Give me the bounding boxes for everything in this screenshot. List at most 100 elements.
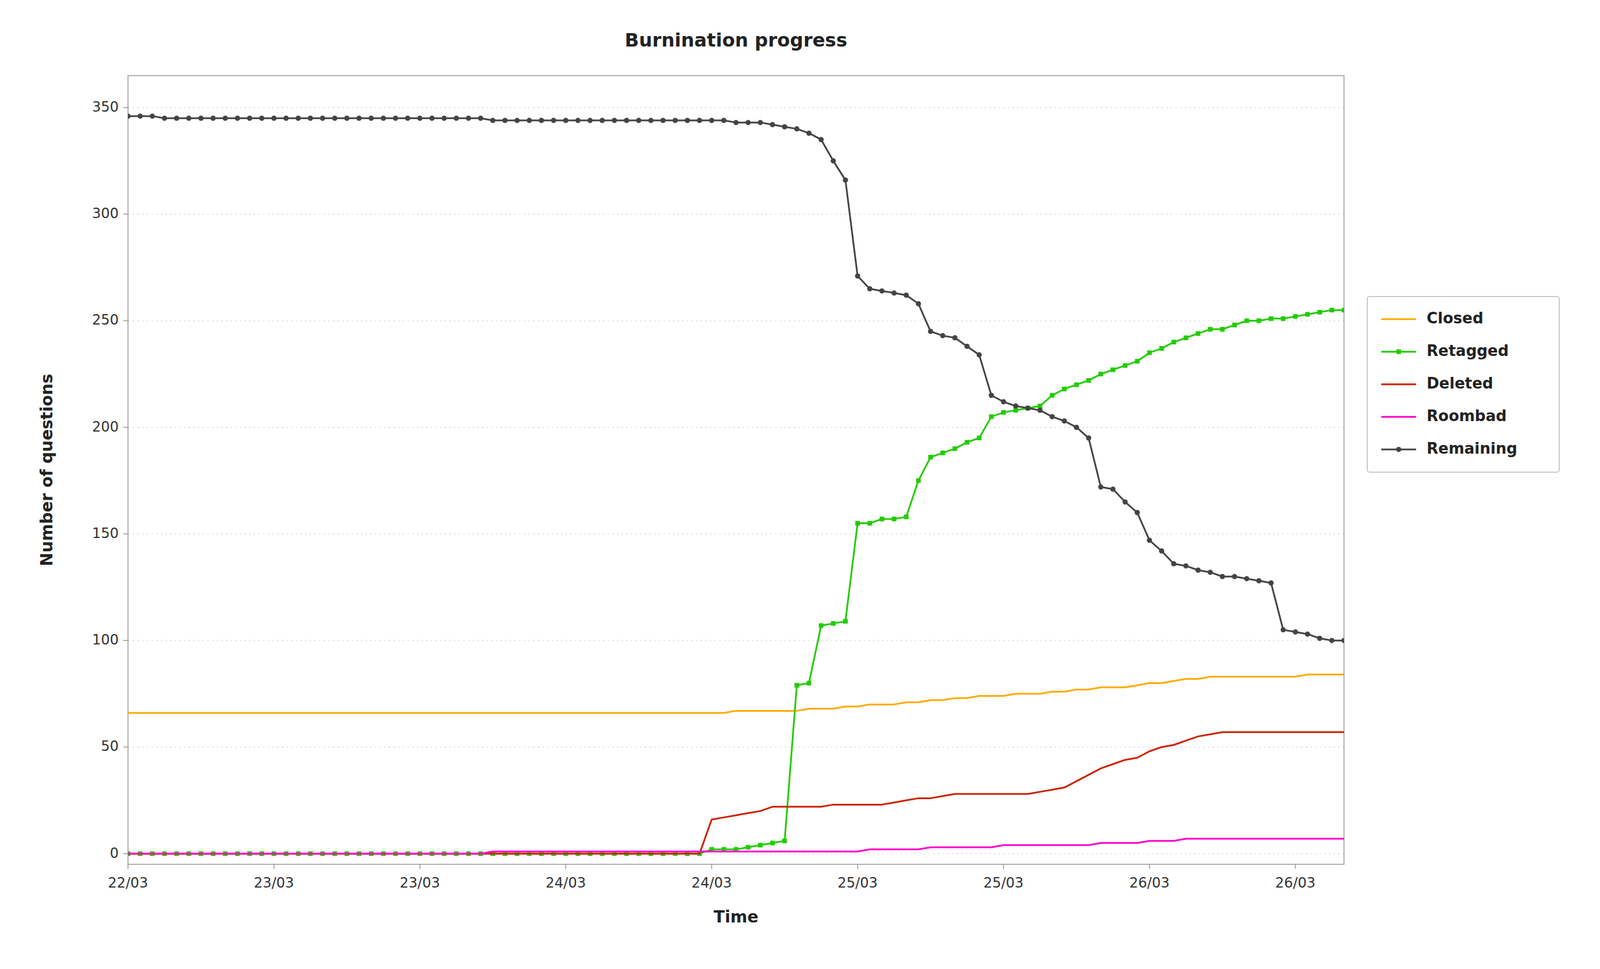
marker [1183,563,1189,569]
marker [855,273,861,279]
marker [794,126,800,132]
marker [612,117,618,123]
marker [1243,576,1250,582]
marker [1341,638,1345,644]
marker [1317,635,1323,642]
marker [879,516,885,522]
x-tick [1003,864,1005,870]
legend-box [1367,296,1560,473]
series-line [128,116,1344,642]
marker [1305,311,1310,317]
marker [210,115,216,122]
marker [1012,403,1019,410]
x-tick [1149,864,1151,870]
marker [1135,358,1140,364]
x-tick [419,864,421,870]
marker [1159,346,1165,351]
y-tick-label: 150 [91,525,119,542]
marker [271,115,277,122]
marker [550,117,557,123]
y-tick-label: 300 [91,205,119,222]
marker [478,115,484,122]
marker [344,115,350,122]
x-tick-label: 23/03 [399,875,440,892]
marker [843,619,848,624]
marker [1231,574,1237,580]
marker [490,117,496,123]
marker [794,683,800,688]
marker [587,117,593,123]
marker [1086,378,1091,383]
legend-swatch [1381,416,1417,418]
marker [843,177,849,183]
series [128,307,1344,857]
marker [721,117,727,123]
marker [964,343,970,350]
marker [368,115,375,122]
x-tick [127,864,129,870]
legend-item: Deleted [1381,374,1493,393]
marker [283,115,289,122]
marker [332,115,338,122]
marker [976,352,983,358]
marker [1171,339,1176,345]
marker [940,450,945,456]
marker [1281,316,1286,322]
series [128,113,1344,644]
grid-line [128,640,1344,642]
marker [137,113,143,119]
marker [563,117,569,123]
marker [660,117,666,123]
marker [235,115,241,122]
marker [128,113,131,119]
marker [1049,393,1055,398]
x-tick [565,864,567,870]
legend-label: Remaining [1426,439,1518,458]
marker [1025,405,1031,411]
y-axis: 050100150200250300350 [91,98,128,862]
marker [1195,331,1201,336]
grid-line [128,213,1344,215]
legend: ClosedRetaggedDeletedRoombadRemaining [1367,296,1560,473]
grid-line [128,427,1344,429]
marker [161,115,167,122]
marker [1195,567,1201,574]
marker [903,292,909,298]
marker [1146,537,1152,543]
marker [356,115,362,122]
marker [1268,316,1274,322]
marker [867,521,873,526]
x-tick [273,864,275,870]
marker [380,115,386,122]
marker [320,115,326,122]
series [128,674,1344,714]
marker [928,454,933,460]
marker [891,516,897,522]
x-tick-label: 23/03 [253,875,294,892]
marker [672,117,678,123]
marker [952,335,958,341]
legend-swatch [1381,383,1417,386]
marker [916,478,922,483]
marker [441,115,447,122]
marker [247,115,253,122]
marker [392,115,398,122]
marker [1110,486,1116,492]
marker [258,115,265,122]
marker [952,446,958,451]
marker [855,521,860,526]
marker [697,117,703,123]
marker [1256,318,1262,323]
legend-label: Retagged [1426,342,1509,360]
legend-item: Closed [1381,309,1484,327]
marker [1329,307,1335,313]
marker [514,117,520,123]
series-line [128,838,1344,855]
marker [466,115,472,122]
x-axis-label: Time [713,907,759,927]
marker [745,119,751,126]
marker [1256,578,1262,584]
marker [404,115,411,122]
marker [1001,410,1006,415]
chart: 05010015020025030035022/0323/0323/0324/0… [0,0,1600,969]
